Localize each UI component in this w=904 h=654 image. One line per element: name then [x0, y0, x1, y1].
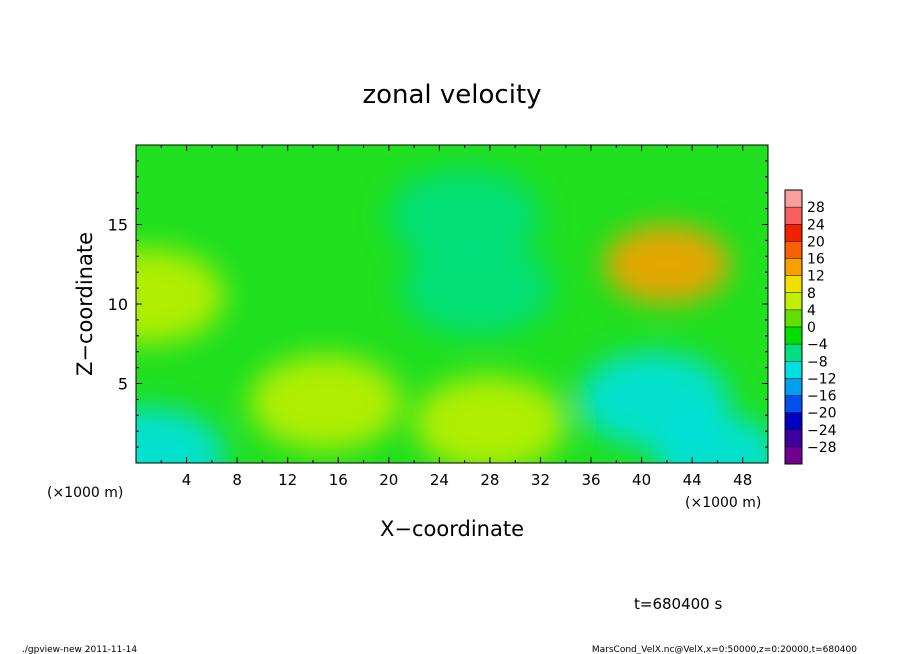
- colorbar-swatch: [785, 258, 802, 277]
- y-tick-label: 10: [108, 295, 128, 314]
- x-tick-label: 32: [531, 471, 550, 489]
- chart-title: zonal velocity: [362, 80, 541, 110]
- colorbar-swatch: [785, 292, 802, 311]
- colorbar-swatch: [785, 429, 802, 448]
- y-tick-label: 5: [118, 375, 128, 394]
- colorbar-swatch: [785, 412, 802, 431]
- colorbar-swatch: [785, 395, 802, 414]
- x-unit-right: (×1000 m): [685, 495, 761, 511]
- x-tick-label: 16: [329, 471, 348, 489]
- x-tick-label: 44: [683, 471, 702, 489]
- footer-left: ./gpview-new 2011-11-14: [22, 645, 137, 654]
- field-feature-5: [388, 168, 541, 265]
- colorbar-swatch: [785, 275, 802, 294]
- colorbar-label: 28: [807, 200, 825, 216]
- colorbar-label: −12: [807, 371, 837, 387]
- x-tick-label: 40: [632, 471, 651, 489]
- colorbar-label: 0: [807, 320, 816, 336]
- field-feature-0: [603, 224, 731, 304]
- colorbar-label: 4: [807, 303, 816, 319]
- colorbar-label: 24: [807, 217, 825, 233]
- field-feature-3: [249, 354, 402, 451]
- field-feature-8: [136, 407, 225, 463]
- colorbar-swatch: [785, 361, 802, 379]
- colorbar-swatch: [785, 241, 802, 259]
- colorbar-swatch: [785, 207, 802, 225]
- time-label: t=680400 s: [634, 595, 722, 613]
- x-tick-label: 24: [430, 471, 449, 489]
- colorbar-label: −28: [807, 440, 837, 456]
- x-unit-left: (×1000 m): [47, 485, 123, 501]
- y-tick-label: 15: [108, 216, 128, 235]
- x-tick-label: 12: [278, 471, 297, 489]
- colorbar-label: 16: [807, 252, 825, 268]
- footer-right: MarsCond_VelX.nc@VelX,x=0:50000,z=0:2000…: [592, 645, 857, 654]
- colorbar-swatch: [785, 327, 802, 345]
- colorbar-label: −8: [807, 354, 828, 370]
- colorbar-label: −4: [807, 337, 828, 353]
- field-feature-2: [414, 375, 566, 463]
- colorbar-label: −16: [807, 389, 837, 405]
- x-tick-label: 20: [379, 471, 398, 489]
- y-axis: 5 10 15: [108, 160, 768, 448]
- colorbar-swatch: [785, 309, 802, 328]
- colorbar-label: 8: [807, 286, 816, 302]
- x-tick-label: 4: [182, 471, 192, 489]
- colorbar-label: −20: [807, 406, 837, 422]
- field-feature-4: [401, 240, 554, 336]
- colorbar-swatch: [785, 224, 802, 242]
- x-tick-label: 48: [733, 471, 752, 489]
- colorbar-swatch: [785, 190, 802, 208]
- colorbar-label: 12: [807, 269, 825, 285]
- x-tick-label: 28: [480, 471, 499, 489]
- colorbar-label: 20: [807, 234, 825, 250]
- y-axis-label: Z−coordinate: [73, 232, 97, 376]
- x-tick-label: 8: [232, 471, 242, 489]
- colorbar-swatch: [785, 378, 802, 396]
- x-tick-label: 36: [581, 471, 600, 489]
- colorbar-swatch: [785, 446, 802, 465]
- velocity-field: [136, 145, 768, 463]
- x-axis: 4 8 12 16 20 24 28 32 36 40 44 48: [160, 145, 752, 489]
- colorbar-swatch: [785, 344, 802, 362]
- field-feature-7: [654, 415, 768, 463]
- field-feature-1: [136, 248, 225, 344]
- x-axis-label: X−coordinate: [380, 517, 524, 541]
- colorbar-label: −24: [807, 423, 837, 439]
